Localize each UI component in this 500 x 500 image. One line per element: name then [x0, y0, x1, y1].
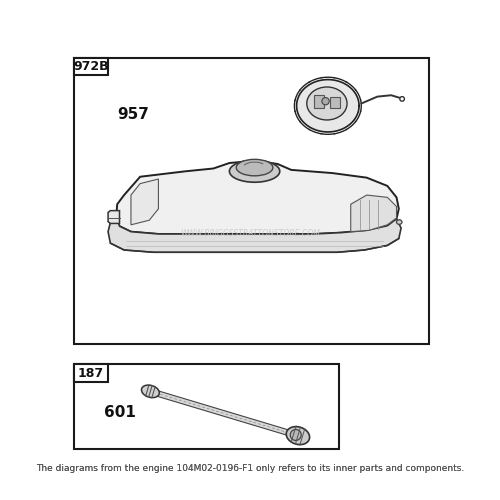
- Ellipse shape: [236, 160, 273, 176]
- Polygon shape: [131, 179, 158, 225]
- Circle shape: [290, 430, 301, 440]
- Ellipse shape: [230, 160, 280, 182]
- Bar: [74, 364, 340, 449]
- Ellipse shape: [286, 426, 310, 444]
- Text: 187: 187: [78, 366, 104, 380]
- Bar: [74, 58, 428, 344]
- Text: The diagrams from the engine 104M02-0196-F1 only refers to its inner parts and c: The diagrams from the engine 104M02-0196…: [36, 464, 464, 473]
- Polygon shape: [116, 160, 399, 234]
- Bar: [74, 364, 108, 382]
- Ellipse shape: [396, 220, 402, 224]
- Polygon shape: [108, 210, 120, 224]
- Text: The diagrams from the engine 104M02-0196-F1 only refers to its inner parts and c: The diagrams from the engine 104M02-0196…: [36, 464, 464, 473]
- Circle shape: [322, 98, 329, 105]
- Polygon shape: [108, 216, 401, 252]
- Text: WWW.BRIGGSSTRATTONSTORE.COM: WWW.BRIGGSSTRATTONSTORE.COM: [180, 230, 320, 238]
- Text: 972B: 972B: [73, 60, 108, 73]
- Text: 601: 601: [104, 405, 136, 420]
- Circle shape: [400, 96, 404, 101]
- Polygon shape: [155, 390, 294, 436]
- Bar: [330, 96, 340, 108]
- Bar: [314, 95, 324, 108]
- Text: 957: 957: [118, 108, 149, 122]
- Polygon shape: [350, 195, 397, 232]
- Ellipse shape: [307, 87, 347, 120]
- Polygon shape: [296, 80, 359, 132]
- Bar: [74, 58, 108, 75]
- Ellipse shape: [142, 385, 160, 398]
